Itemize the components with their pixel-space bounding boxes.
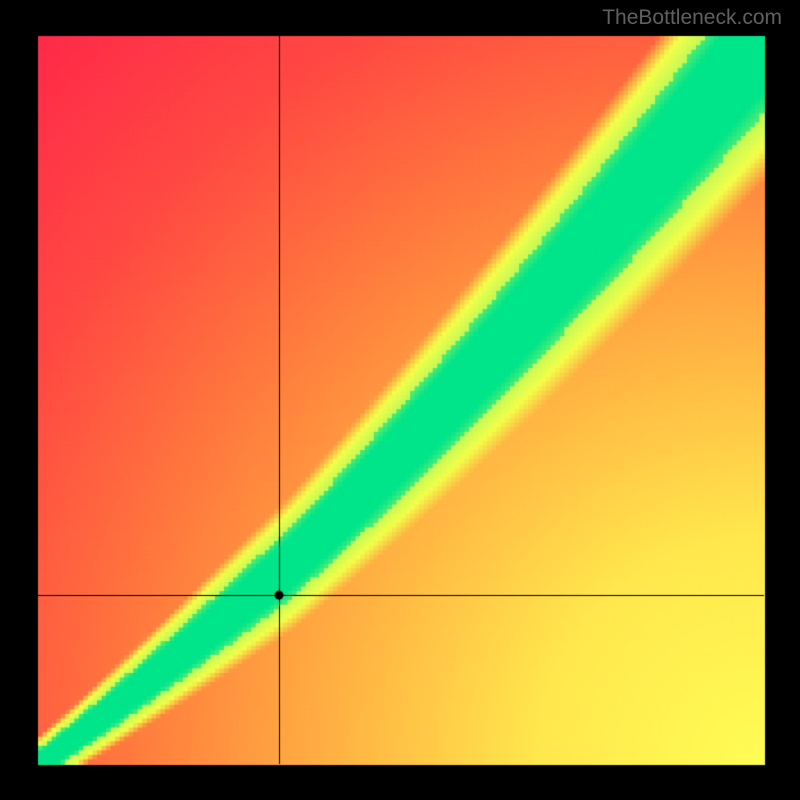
bottleneck-heatmap — [0, 0, 800, 800]
watermark-text: TheBottleneck.com — [602, 6, 782, 30]
chart-container: TheBottleneck.com — [0, 0, 800, 800]
